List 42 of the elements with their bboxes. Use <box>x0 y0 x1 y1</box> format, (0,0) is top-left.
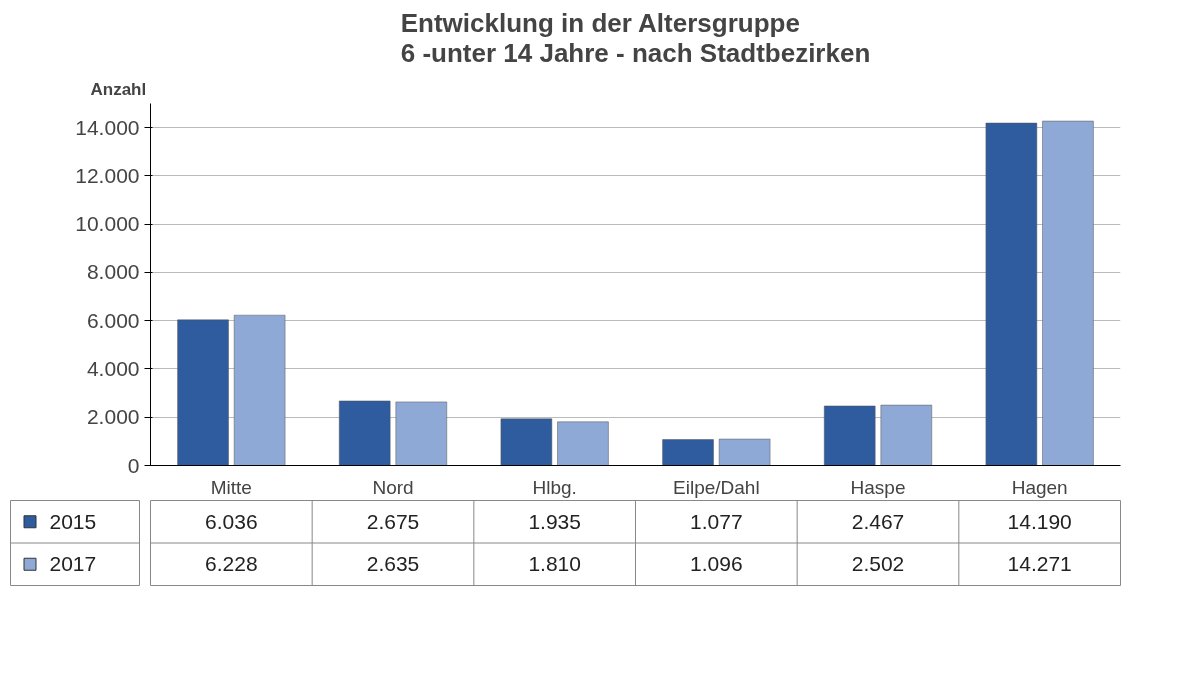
x-tick-label: Haspe <box>850 476 906 498</box>
bar <box>880 404 932 466</box>
chart-title: Entwicklung in der Altersgruppe 6 -unter 14 Jahre - nach Stadtbezirken <box>400 7 871 68</box>
x-tick-label: Hlbg. <box>532 476 577 498</box>
data-label: 6.228 <box>205 552 258 576</box>
x-tick-label: Mitte <box>210 476 252 498</box>
bar <box>177 319 229 466</box>
y-tick-label: 6.000 <box>86 308 140 332</box>
bar <box>662 439 714 466</box>
x-tick-label: Nord <box>372 476 414 498</box>
data-label: 2.675 <box>366 509 420 533</box>
data-label: 1.096 <box>690 552 743 576</box>
data-label: 6.036 <box>205 509 258 533</box>
data-label: 2.502 <box>851 552 905 576</box>
bar <box>985 122 1038 466</box>
legend-label: 2017 <box>49 552 97 576</box>
data-label: 2.635 <box>366 552 420 576</box>
y-tick-label: 14.000 <box>75 115 140 139</box>
data-label: 1.077 <box>690 509 743 533</box>
bar <box>824 405 876 466</box>
data-label: 1.935 <box>528 509 581 533</box>
data-label: 2.467 <box>851 509 905 533</box>
bar <box>718 438 771 466</box>
data-label: 14.190 <box>1007 509 1072 533</box>
x-tick-label: Hagen <box>1011 476 1068 498</box>
y-tick-label: 0 <box>127 453 140 477</box>
x-tick-label: Eilpe/Dahl <box>673 476 760 498</box>
y-tick-label: 12.000 <box>75 163 140 187</box>
y-tick-label: 8.000 <box>86 260 140 284</box>
data-label: 14.271 <box>1007 552 1072 576</box>
legend-label: 2015 <box>49 509 97 533</box>
bar <box>1042 120 1094 466</box>
y-tick-label: 10.000 <box>75 212 140 236</box>
y-tick-label: 4.000 <box>86 356 140 380</box>
bar <box>339 400 391 466</box>
bar <box>500 418 553 466</box>
y-axis-title: Anzahl <box>90 79 147 99</box>
bar <box>233 314 286 466</box>
data-label: 1.810 <box>528 552 581 576</box>
bar <box>557 421 609 466</box>
y-tick-label: 2.000 <box>86 405 140 429</box>
bar <box>395 401 447 466</box>
